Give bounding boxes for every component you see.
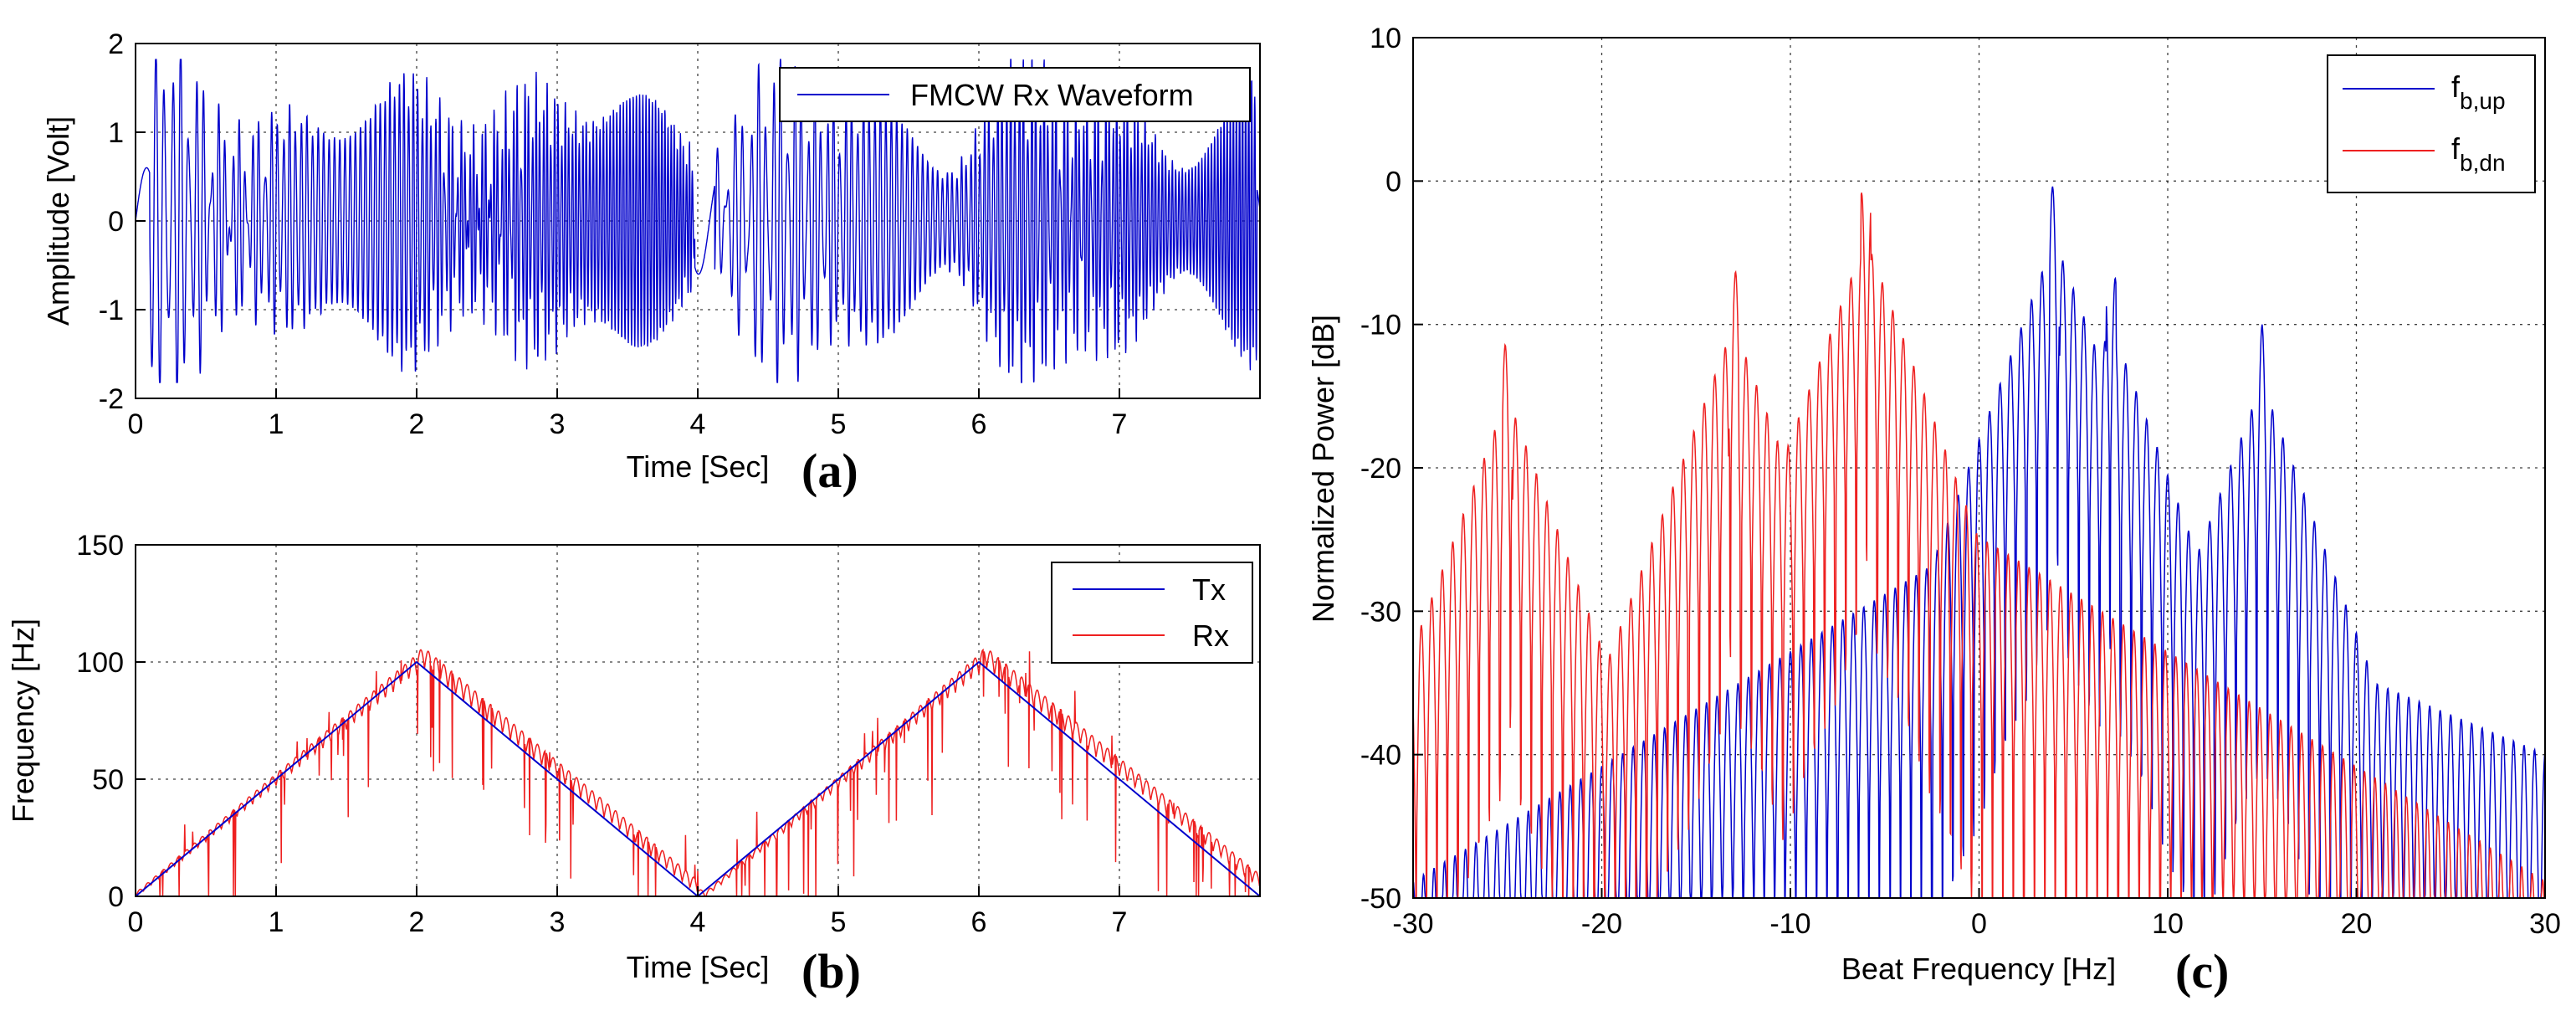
plot-c-series xyxy=(1412,186,2546,899)
plot-c-ytick-label: 10 xyxy=(1370,23,1401,54)
plot-b-xlabel: Time [Sec] xyxy=(627,950,770,984)
plot-a-xtick-label: 4 xyxy=(690,408,706,440)
plot-b-xtick-label: 3 xyxy=(550,906,566,938)
plot-a-ytick-label: -2 xyxy=(99,383,124,415)
plot-c-ytick-label: -20 xyxy=(1360,453,1401,485)
plot-b-xtick-label: 2 xyxy=(409,906,425,938)
plot-a-xlabel: Time [Sec] xyxy=(627,449,770,484)
plot-a-xtick-label: 3 xyxy=(550,408,566,440)
plot-a: 0 1 2 3 4 5 6 7 -2 -1 0 1 2 Time [Sec] Amplitude [Vo… xyxy=(41,28,1261,498)
plot-b-ylabel: Frequency [Hz] xyxy=(6,618,40,823)
plot-c-legend: fb,up fb,dn xyxy=(2327,54,2536,193)
plot-c-ytick-label: -30 xyxy=(1360,596,1401,628)
plot-a-ytick-label: 2 xyxy=(108,28,124,60)
panel-label-c: (c) xyxy=(2175,944,2229,998)
plot-c-xtick-label: 30 xyxy=(2529,908,2561,940)
plot-b-xtick-label: 0 xyxy=(128,906,144,938)
plot-c-xtick-label: -20 xyxy=(1581,908,1622,940)
plot-c-xtick-label: 10 xyxy=(2152,908,2184,940)
plot-a-series-line xyxy=(135,59,1261,383)
plot-c-xlabel: Beat Frequency [Hz] xyxy=(1841,952,2116,986)
plot-c-legend-label-dn: fb,dn xyxy=(2451,131,2506,176)
plot-a-ytick-label: 0 xyxy=(108,206,124,238)
plot-c-series-up xyxy=(1412,186,2546,899)
plot-a-ylabel: Amplitude [Volt] xyxy=(41,116,75,326)
plot-b-legend-label-rx: Rx xyxy=(1192,618,1229,653)
plot-c-legend-box xyxy=(2327,54,2536,193)
plot-c-ytick-label: -50 xyxy=(1360,883,1401,915)
plot-b-xtick-label: 5 xyxy=(831,906,847,938)
plot-b-ytick-label: 50 xyxy=(92,764,124,796)
plot-a-xtick-label: 7 xyxy=(1112,408,1128,440)
plot-b-xtick-label: 4 xyxy=(690,906,706,938)
plot-b-ytick-label: 0 xyxy=(108,881,124,913)
plot-b-grid xyxy=(136,545,1260,896)
plot-a-grid xyxy=(136,44,1260,398)
plot-b-ticks: 0 1 2 3 4 5 6 7 0 50 100 150 xyxy=(76,530,1127,938)
plot-a-ytick-label: -1 xyxy=(99,295,124,326)
plot-a-ticks: 0 1 2 3 4 5 6 7 -2 -1 0 1 2 xyxy=(99,28,1128,440)
plot-c-ytick-label: 0 xyxy=(1385,166,1401,198)
plot-c-xtick-label: 0 xyxy=(1971,908,1987,940)
plot-b-legend: Tx Rx xyxy=(1051,562,1253,664)
plot-c-legend-dn-main: f xyxy=(2451,131,2461,166)
plot-c-ticks: -30 -20 -10 0 10 20 30 -50 -40 -30 -20 -10 0 10 xyxy=(1360,23,2561,940)
plot-b-legend-box xyxy=(1051,562,1253,664)
plot-a-ytick-label: 1 xyxy=(108,117,124,149)
plot-c-legend-up-sub: b,up xyxy=(2460,88,2506,114)
plot-c-xtick-label: -30 xyxy=(1392,908,1433,940)
plot-c-ylabel: Normalized Power [dB] xyxy=(1306,315,1340,623)
plot-c-ytick-label: -10 xyxy=(1360,310,1401,341)
plot-c-legend-up-main: f xyxy=(2451,69,2461,104)
plot-b-xtick-label: 7 xyxy=(1112,906,1128,938)
plot-b-ytick-label: 150 xyxy=(76,530,124,562)
plot-b-xtick-label: 1 xyxy=(269,906,284,938)
plot-a-xtick-label: 1 xyxy=(269,408,284,440)
plot-b-legend-label-tx: Tx xyxy=(1192,572,1226,607)
plot-a-legend-label: FMCW Rx Waveform xyxy=(910,78,1194,112)
plot-a-xtick-label: 6 xyxy=(971,408,987,440)
plot-a-xtick-label: 5 xyxy=(831,408,847,440)
plot-a-series xyxy=(135,59,1261,383)
plot-c-xtick-label: -10 xyxy=(1769,908,1810,940)
plot-a-xtick-label: 2 xyxy=(409,408,425,440)
plot-a-xtick-label: 0 xyxy=(128,408,144,440)
plot-b: 0 1 2 3 4 5 6 7 0 50 100 150 Time [Sec] Frequency [… xyxy=(6,530,1261,998)
plot-c-xtick-label: 20 xyxy=(2341,908,2373,940)
plot-c-ytick-label: -40 xyxy=(1360,740,1401,772)
plot-a-legend: FMCW Rx Waveform xyxy=(779,67,1251,122)
plot-b-ytick-label: 100 xyxy=(76,647,124,679)
plot-c: -30 -20 -10 0 10 20 30 -50 -40 -30 -20 -10 0 10 Beat … xyxy=(1306,23,2561,998)
plot-b-xtick-label: 6 xyxy=(971,906,987,938)
panel-label-a: (a) xyxy=(801,444,858,498)
plot-c-legend-dn-sub: b,dn xyxy=(2460,150,2506,176)
plot-c-grid xyxy=(1413,38,2545,898)
panel-label-b: (b) xyxy=(801,944,861,998)
plot-c-legend-label-up: fb,up xyxy=(2451,69,2506,114)
plot-b-series-rx xyxy=(135,648,1261,897)
plot-c-series-dn xyxy=(1412,192,2545,899)
plot-a-legend-box xyxy=(779,67,1251,122)
